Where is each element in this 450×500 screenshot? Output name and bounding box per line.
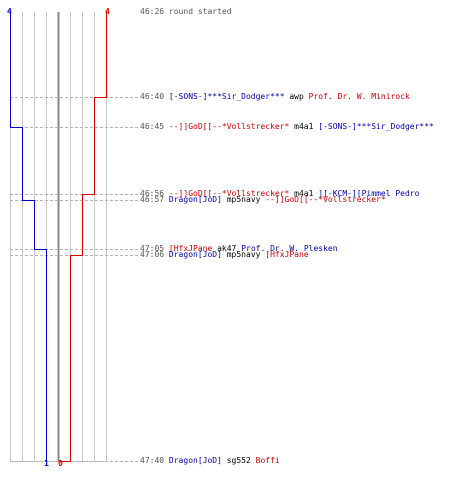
event-entry: 46:57 Dragon[JoD] mp5navy --]]GoD[[--*Vo… — [140, 195, 450, 205]
event-time: 46:57 — [140, 195, 165, 204]
event-text: round started — [168, 7, 232, 16]
victim-name: [-SONS-]***Sir_Dodger*** — [318, 122, 434, 131]
weapon-name: awp — [289, 92, 304, 101]
event-time: 46:56 — [140, 189, 165, 198]
victim-name: ][-KCM-][Pimmel Pedro — [318, 189, 420, 198]
event-entry: 46:26 round started — [140, 7, 450, 17]
weapon-name: ak47 — [217, 244, 237, 253]
killer-name: --]]GoD[[--*Vollstrecker* — [168, 122, 290, 131]
event-time: 47:40 — [140, 456, 165, 465]
event-time: 46:45 — [140, 122, 165, 131]
killer-name: Dragon[JoD] — [168, 195, 222, 204]
event-time: 46:26 — [140, 7, 165, 16]
event-entry: 46:45 --]]GoD[[--*Vollstrecker* m4a1 [-S… — [140, 122, 450, 132]
event-entry: 46:40 [-SONS-]***Sir_Dodger*** awp Prof.… — [140, 92, 450, 102]
event-time: 47:05 — [140, 244, 165, 253]
weapon-name: m4a1 — [294, 122, 314, 131]
weapon-name: m4a1 — [294, 189, 314, 198]
event-entry: 46:56 --]]GoD[[--*Vollstrecker* m4a1 ][-… — [140, 189, 450, 199]
event-entry: 47:05 [HfxJPane ak47 Prof. Dr. W. Pleske… — [140, 244, 450, 254]
killer-name: [HfxJPane — [168, 244, 213, 253]
event-time: 46:40 — [140, 92, 165, 101]
event-entry: 47:06 Dragon[JoD] mp5navy [HfxJPane — [140, 250, 450, 260]
killer-name: Dragon[JoD] — [168, 456, 222, 465]
blue-alive-step-line — [10, 12, 47, 462]
blue-end-count: 1 — [44, 459, 49, 468]
red-end-count: 0 — [58, 459, 63, 468]
victim-name: [HfxJPane — [265, 250, 309, 259]
victim-name: --]]GoD[[--*Vollstrecker* — [265, 195, 386, 204]
red-alive-step-line — [58, 12, 107, 462]
victim-name: Prof. Dr. W. Minirock — [308, 92, 410, 101]
event-entry: 47:40 Dragon[JoD] sg552 Boffi — [140, 456, 450, 466]
victim-name: Boffi — [255, 456, 280, 465]
killer-name: --]]GoD[[--*Vollstrecker* — [168, 189, 290, 198]
event-time: 47:06 — [140, 250, 165, 259]
killer-name: Dragon[JoD] — [168, 250, 222, 259]
weapon-name: sg552 — [226, 456, 251, 465]
red-start-count: 4 — [105, 7, 110, 16]
blue-start-count: 4 — [7, 7, 12, 16]
weapon-name: mp5navy — [226, 250, 261, 259]
weapon-name: mp5navy — [226, 195, 261, 204]
victim-name: Prof. Dr. W. Plesken — [241, 244, 338, 253]
killer-name: [-SONS-]***Sir_Dodger*** — [168, 92, 285, 101]
